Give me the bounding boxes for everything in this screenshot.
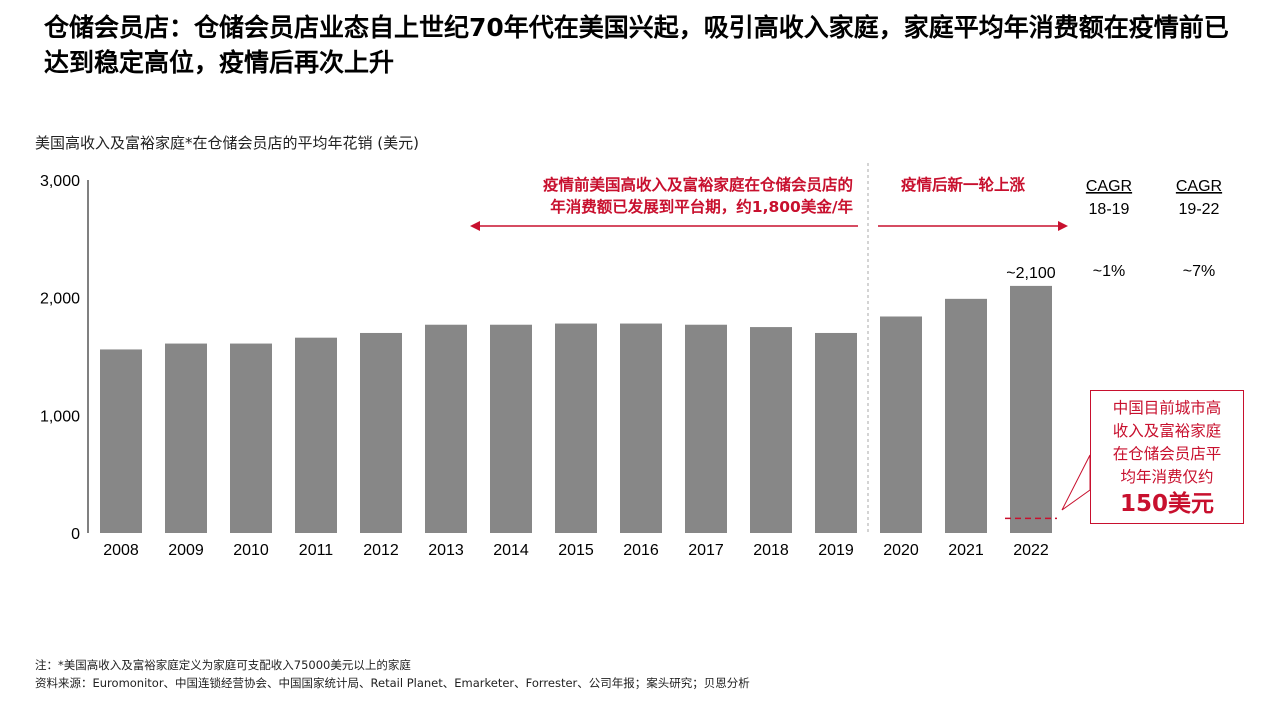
- x-tick-label: 2020: [883, 542, 919, 559]
- y-axis: 0 1,000 2,000 3,000: [40, 173, 89, 543]
- post-covid-annotation: 疫情后新一轮上涨: [901, 175, 1026, 194]
- x-tick-label: 2012: [363, 542, 399, 559]
- x-tick-label: 2016: [623, 542, 659, 559]
- x-tick-label: 2017: [688, 542, 724, 559]
- pre-covid-annotation-line2: 年消费额已发展到平台期，约1,800美金/年: [550, 197, 853, 216]
- x-tick-label: 2011: [299, 542, 334, 559]
- bar-2021: [945, 298, 987, 533]
- pre-covid-arrow: [470, 221, 858, 231]
- cagr-2-period: 19-22: [1179, 201, 1220, 218]
- bar-2015: [555, 323, 597, 533]
- bar-2010: [230, 343, 272, 533]
- x-tick-label: 2009: [168, 542, 204, 559]
- footnote: 注：*美国高收入及富裕家庭定义为家庭可支配收入75000美元以上的家庭: [35, 658, 411, 672]
- data-label: ~2,100: [1006, 265, 1055, 282]
- x-tick-label: 2014: [493, 542, 529, 559]
- callout-line: 收入及富裕家庭: [1112, 422, 1222, 440]
- pre-covid-annotation-line1: 疫情前美国高收入及富裕家庭在仓储会员店的: [543, 175, 853, 194]
- callout-line: 中国目前城市高: [1112, 399, 1222, 417]
- page-title: 仓储会员店：仓储会员店业态自上世纪70年代在美国兴起，吸引高收入家庭，家庭平均年…: [44, 13, 1229, 77]
- bar-2022: [1010, 285, 1052, 533]
- y-tick-label: 2,000: [40, 291, 80, 308]
- cagr-2-value: ~7%: [1183, 263, 1215, 280]
- bar-2014: [490, 324, 532, 533]
- x-tick-label: 2015: [558, 542, 594, 559]
- cagr-1-header: CAGR: [1086, 178, 1132, 195]
- callout-value: 150美元: [1119, 491, 1214, 517]
- bar-2008: [100, 349, 142, 533]
- cagr-1-value: ~1%: [1093, 263, 1125, 280]
- bar-2019: [815, 332, 857, 533]
- cagr-1-period: 18-19: [1089, 201, 1130, 218]
- x-tick-label: 2010: [233, 542, 269, 559]
- bar-2018: [750, 327, 792, 533]
- data-labels: ~2,100: [1006, 265, 1055, 282]
- y-tick-label: 0: [71, 526, 80, 543]
- bar-2020: [880, 316, 922, 533]
- y-tick-label: 3,000: [40, 173, 80, 190]
- bar-2016: [620, 323, 662, 533]
- callout-line: 在仓储会员店平: [1112, 445, 1222, 463]
- x-tick-label: 2013: [428, 542, 464, 559]
- cagr-2-header: CAGR: [1176, 178, 1222, 195]
- x-tick-label: 2008: [103, 542, 139, 559]
- bar-2012: [360, 332, 402, 533]
- callout-pointer: [1061, 454, 1091, 511]
- source-note: 资料来源：Euromonitor、中国连锁经营协会、中国国家统计局、Retail…: [35, 676, 750, 690]
- bar-2009: [165, 343, 207, 533]
- bar-2011: [295, 337, 337, 533]
- bars-group: [100, 285, 1052, 533]
- x-tick-label: 2022: [1013, 542, 1049, 559]
- bar-2017: [685, 324, 727, 533]
- callout-line: 均年消费仅约: [1120, 468, 1214, 486]
- bar-2013: [425, 324, 467, 533]
- china-comparison-callout: 中国目前城市高 收入及富裕家庭 在仓储会员店平 均年消费仅约 150美元: [1090, 390, 1244, 524]
- post-covid-arrow: [878, 221, 1068, 231]
- chart-title: 美国高收入及富裕家庭*在仓储会员店的平均年花销 (美元): [35, 134, 419, 152]
- x-tick-label: 2021: [948, 542, 984, 559]
- x-tick-label: 2018: [753, 542, 789, 559]
- x-tick-labels: 2008 2009 2010 2011 2012 2013 2014 2015 2016 2017…: [103, 542, 1049, 559]
- y-tick-label: 1,000: [40, 408, 80, 425]
- x-tick-label: 2019: [818, 542, 854, 559]
